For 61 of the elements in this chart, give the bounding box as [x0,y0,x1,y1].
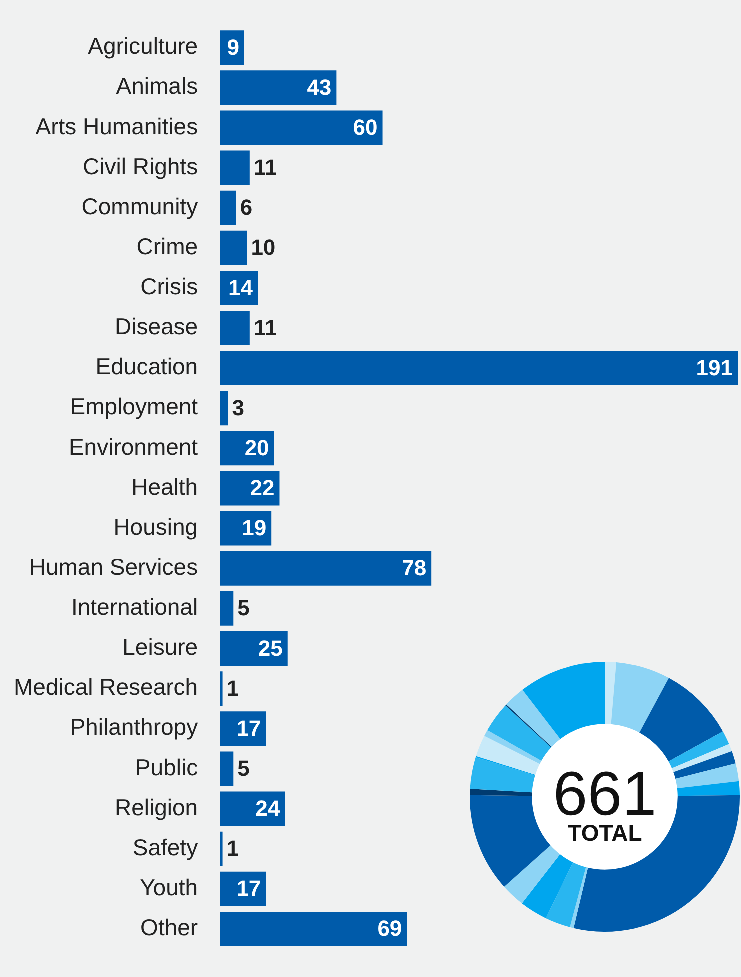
data-label: 11 [254,315,278,340]
data-label: 17 [236,876,262,902]
data-label: 22 [250,476,275,501]
y-tick-label: Arts Humanities [36,113,198,140]
bar [220,110,383,146]
y-tick-label: Environment [68,434,199,460]
y-tick-label: Disease [114,314,198,340]
data-label: 191 [696,355,733,380]
y-tick-label: Human Services [29,554,198,580]
y-tick-label: Civil Rights [83,153,198,180]
bar [220,230,248,266]
data-label: 19 [242,516,267,541]
data-label: 10 [251,235,276,260]
data-label: 17 [236,716,262,741]
y-tick-label: Health [132,474,198,500]
bar [220,551,432,586]
y-tick-label: Education [96,354,198,380]
y-tick-label: Agriculture [88,33,198,60]
data-label: 9 [227,34,240,60]
y-tick-label: Crime [136,233,198,260]
bar [220,351,738,386]
y-tick-label: Religion [114,794,198,820]
y-tick-label: Community [82,193,199,220]
y-tick-label: Medical Research [14,674,198,700]
y-tick-label: International [71,594,198,620]
bar [220,912,408,946]
bar [220,150,250,186]
y-tick-label: Youth [140,874,198,900]
bar [220,311,250,346]
y-tick-label: Animals [116,73,198,100]
bar [220,70,337,106]
data-label: 5 [238,596,250,621]
y-tick-label: Other [140,914,198,941]
y-tick-label: Safety [132,834,199,860]
bar [220,391,228,426]
data-label: 5 [238,756,250,781]
y-tick-label: Philanthropy [70,714,199,740]
data-label: 60 [353,115,378,140]
y-tick-label: Leisure [122,634,198,660]
data-label: 11 [254,155,278,180]
y-tick-label: Employment [70,394,199,420]
data-label: 24 [256,796,281,822]
bar [220,591,234,626]
data-label: 14 [228,275,254,300]
data-label: 78 [402,556,427,581]
data-label: 1 [226,836,240,862]
data-label: 6 [240,195,253,220]
bar [220,672,223,706]
data-label: 43 [307,74,332,100]
data-label: 20 [244,436,270,460]
y-tick-label: Public [135,754,198,780]
bar [220,632,288,666]
bar [220,832,223,866]
y-tick-label: Housing [114,514,198,540]
data-label: 1 [226,676,240,701]
data-label: 25 [258,636,283,661]
y-tick-label: Crisis [140,274,198,300]
data-label: 69 [378,916,402,942]
bar [220,752,234,786]
data-label: 3 [232,395,244,420]
bar [220,190,236,226]
